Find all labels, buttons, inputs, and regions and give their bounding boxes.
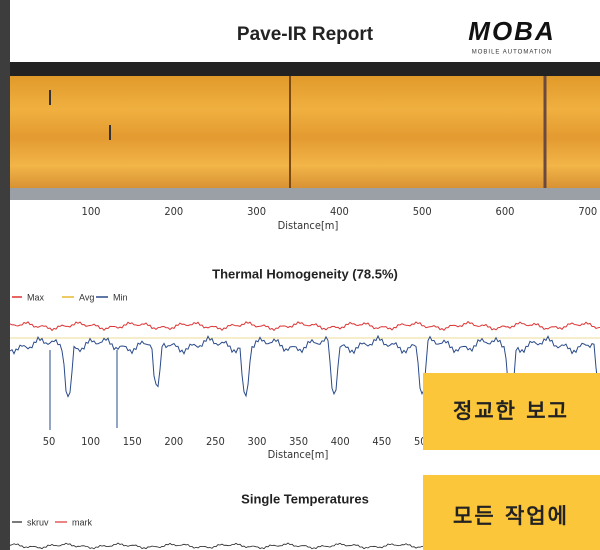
x-axis-title: Distance[m]: [268, 448, 329, 461]
legend-label: Max: [27, 292, 45, 302]
x-tick-label: 200: [164, 205, 183, 218]
heatmap: [10, 62, 600, 200]
x-axis-title: Distance[m]: [278, 219, 339, 232]
x-tick-label: 150: [123, 435, 142, 448]
legend-label: skruv: [27, 517, 49, 527]
x-tick-label: 50: [43, 435, 56, 448]
heatmap-body: [10, 76, 600, 188]
chart-title: Single Temperatures: [241, 491, 369, 506]
x-tick-label: 400: [330, 205, 349, 218]
x-tick-label: 350: [289, 435, 308, 448]
report-title: Pave-IR Report: [237, 24, 374, 45]
heatmap-bottom-band: [10, 188, 600, 200]
overlay-text: 모든 작업에: [453, 504, 569, 528]
overlay-box: [423, 475, 600, 550]
x-tick-label: 400: [331, 435, 350, 448]
heatmap-top-band: [10, 62, 600, 76]
x-tick-label: 200: [164, 435, 183, 448]
x-tick-label: 300: [247, 205, 266, 218]
overlay-box: [423, 373, 600, 450]
trace-lines: [9, 320, 600, 550]
logo: MOBA: [468, 16, 555, 46]
x-tick-label: 700: [578, 205, 597, 218]
legend-label: Min: [113, 292, 128, 302]
x-tick-label: 100: [82, 205, 101, 218]
legend-label: Avg: [79, 292, 94, 302]
legend: Max Avg Min: [12, 292, 128, 302]
max-trace: [9, 320, 600, 332]
x-ticks: 100 200 300 400 500 600 700 50 100 150 200 250 300 35…: [43, 205, 598, 448]
legend-label: mark: [72, 517, 92, 527]
x-tick-label: 100: [81, 435, 100, 448]
min-trace: [9, 334, 600, 398]
x-tick-label: 500: [413, 205, 432, 218]
overlay-text: 정교한 보고: [453, 399, 569, 423]
legend: skruv mark: [12, 517, 92, 527]
x-tick-label: 300: [248, 435, 267, 448]
chart-title: Thermal Homogeneity (78.5%): [212, 266, 398, 281]
x-tick-label: 250: [206, 435, 225, 448]
logo-tagline: MOBILE AUTOMATION: [472, 50, 552, 56]
x-tick-label: 450: [372, 435, 391, 448]
x-tick-label: 600: [496, 205, 515, 218]
